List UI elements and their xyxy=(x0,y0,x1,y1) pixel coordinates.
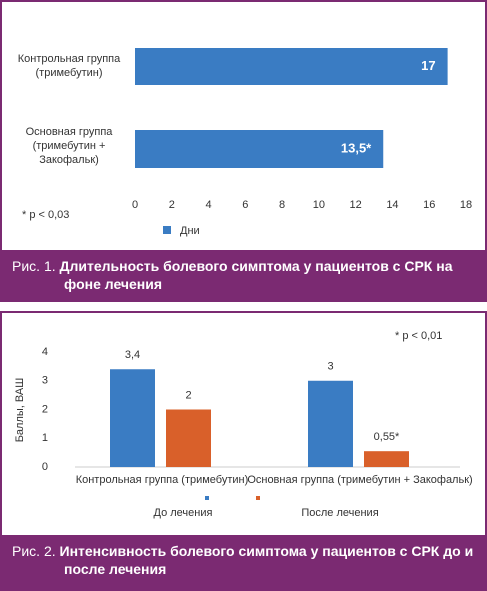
x-tick-label: 8 xyxy=(279,199,285,211)
x-tick-label: 6 xyxy=(242,199,248,211)
bar xyxy=(364,451,409,467)
value-label: 0,55* xyxy=(374,431,400,443)
x-tick-label: 16 xyxy=(423,199,435,211)
caption-title: Длительность болевого симптома у пациент… xyxy=(59,258,453,292)
value-label: 13,5* xyxy=(341,140,372,155)
y-axis-label: Баллы, ВАШ xyxy=(14,378,26,443)
legend-marker xyxy=(205,496,209,500)
value-label: 17 xyxy=(421,58,435,73)
x-tick-label: 14 xyxy=(386,199,398,211)
legend-marker xyxy=(163,226,171,234)
bar xyxy=(135,48,448,85)
value-label: 3,4 xyxy=(125,349,140,361)
y-tick-label: 3 xyxy=(42,375,48,387)
annotation: * p < 0,01 xyxy=(395,330,442,342)
x-tick-label: 18 xyxy=(460,199,472,211)
legend-label: Дни xyxy=(180,225,200,237)
annotation: * p < 0,03 xyxy=(22,209,69,221)
y-tick-label: 4 xyxy=(42,346,48,358)
caption: Рис. 2. Интенсивность болевого симптома … xyxy=(0,535,487,591)
x-tick-label: Основная группа (тримебутин + Закофальк) xyxy=(247,474,472,486)
x-tick-label: 2 xyxy=(169,199,175,211)
legend-label: После лечения xyxy=(301,507,378,519)
legend-marker xyxy=(256,496,260,500)
caption: Рис. 1. Длительность болевого симптома у… xyxy=(0,250,487,302)
caption-number: Рис. 1. xyxy=(12,258,56,274)
bar xyxy=(308,380,353,467)
x-tick-label: 4 xyxy=(205,199,211,211)
legend-label: До лечения xyxy=(154,507,213,519)
bar xyxy=(135,130,384,168)
bar xyxy=(166,409,211,467)
x-tick-label: Контрольная группа (тримебутин) xyxy=(76,474,249,486)
value-label: 2 xyxy=(185,389,191,401)
x-tick-label: 10 xyxy=(313,199,325,211)
caption-number: Рис. 2. xyxy=(12,543,56,559)
caption-title: Интенсивность болевого симптома у пациен… xyxy=(59,543,474,577)
y-tick-label: 2 xyxy=(42,403,48,415)
y-tick-label: 0 xyxy=(42,461,48,473)
x-tick-label: 0 xyxy=(132,199,138,211)
x-tick-label: 12 xyxy=(350,199,362,211)
y-tick-label: Основная группа (тримебутин + Закофальк) xyxy=(25,126,113,166)
value-label: 3 xyxy=(327,361,333,373)
bar xyxy=(110,369,155,467)
y-tick-label: 1 xyxy=(42,432,48,444)
y-tick-label: Контрольная группа (тримебутин) xyxy=(17,53,121,79)
